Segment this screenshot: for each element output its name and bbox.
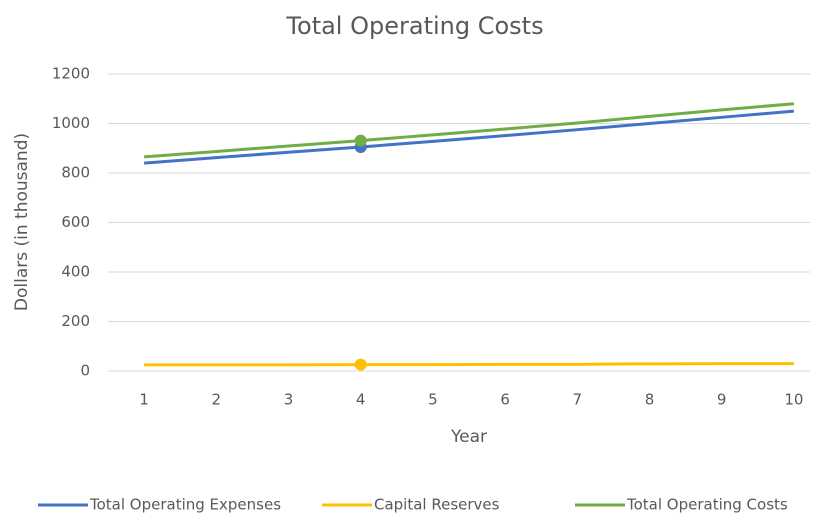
y-axis-label: Dollars (in thousand) (12, 133, 32, 311)
point-marker (354, 358, 367, 371)
x-tick-label: 5 (428, 391, 438, 409)
y-tick-label: 0 (80, 362, 90, 380)
series-line (144, 362, 794, 367)
y-tick-label: 1200 (52, 65, 90, 83)
x-tick-label: 10 (784, 391, 803, 409)
y-tick-label: 600 (61, 213, 90, 231)
y-tick-label: 400 (61, 263, 90, 281)
y-tick-label: 200 (61, 312, 90, 330)
series-line (143, 102, 795, 159)
x-tick-label: 1 (139, 391, 149, 409)
point-marker (354, 134, 367, 147)
x-tick-label: 3 (284, 391, 294, 409)
x-tick-label: 7 (573, 391, 583, 409)
legend-label: Capital Reserves (374, 496, 500, 514)
y-tick-label: 1000 (52, 114, 90, 132)
x-axis-label: Year (450, 427, 487, 447)
chart-title: Total Operating Costs (285, 12, 543, 40)
x-tick-label: 2 (212, 391, 222, 409)
y-tick-label: 800 (61, 164, 90, 182)
x-tick-label: 4 (356, 391, 366, 409)
series-line (143, 109, 795, 165)
x-tick-label: 9 (717, 391, 727, 409)
x-tick-label: 8 (645, 391, 655, 409)
legend-label: Total Operating Expenses (89, 496, 281, 514)
legend-label: Total Operating Costs (626, 496, 788, 514)
x-tick-label: 6 (500, 391, 510, 409)
